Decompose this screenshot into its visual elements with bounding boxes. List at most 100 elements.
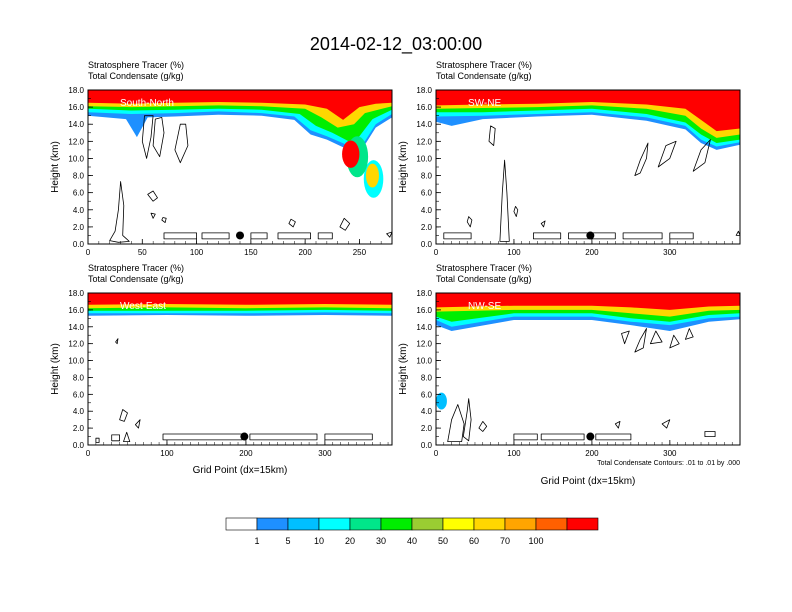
tracer-intrusion xyxy=(365,163,379,188)
condensate-contour xyxy=(147,190,158,202)
x-tick-label: 300 xyxy=(663,248,677,257)
condensate-contour xyxy=(540,220,546,228)
y-tick-label: 8.0 xyxy=(73,373,85,382)
condensate-contour xyxy=(513,433,538,441)
y-tick-label: 2.0 xyxy=(421,223,433,232)
x-tick-label: 300 xyxy=(663,449,677,458)
condensate-contour xyxy=(499,159,510,242)
condensate-contour xyxy=(650,330,663,345)
condensate-contour xyxy=(152,117,165,158)
colorbar-label: 20 xyxy=(345,536,355,546)
left-title-tracer: Stratosphere Tracer (%) xyxy=(88,263,184,273)
condensate-contour xyxy=(447,404,465,442)
x-tick-label: 200 xyxy=(298,248,312,257)
contour-note: Total Condensate Contours: .01 to .01 by… xyxy=(597,460,740,467)
condensate-contour xyxy=(161,217,167,223)
y-tick-label: 2.0 xyxy=(421,424,433,433)
left-title-tracer: Stratosphere Tracer (%) xyxy=(88,60,184,70)
condensate-contour xyxy=(141,115,154,159)
x-tick-label: 200 xyxy=(585,248,599,257)
colorbar-label: 70 xyxy=(500,536,510,546)
y-tick-label: 0.0 xyxy=(421,240,433,249)
figure-title: 2014-02-12_03:00:00 xyxy=(310,34,482,55)
colorbar-swatch xyxy=(411,517,444,531)
colorbar-swatch xyxy=(473,517,506,531)
colorbar-swatch xyxy=(442,517,475,531)
y-tick-label: 16.0 xyxy=(68,306,84,315)
condensate-contour xyxy=(163,232,197,240)
y-tick-label: 10.0 xyxy=(416,357,432,366)
plot-area xyxy=(88,293,392,445)
colorbar-swatch xyxy=(504,517,537,531)
y-tick-label: 0.0 xyxy=(421,441,433,450)
y-tick-label: 12.0 xyxy=(416,137,432,146)
x-tick-label: 100 xyxy=(160,449,174,458)
condensate-contour xyxy=(288,218,296,228)
y-tick-label: 8.0 xyxy=(421,172,433,181)
condensate-contour xyxy=(614,421,621,429)
condensate-contour xyxy=(513,206,519,217)
y-tick-label: 2.0 xyxy=(73,223,85,232)
condensate-contour xyxy=(692,139,711,172)
y-tick-label: 4.0 xyxy=(73,206,85,215)
x-tick-label: 100 xyxy=(190,248,204,257)
colorbar-label: 10 xyxy=(314,536,324,546)
condensate-contour xyxy=(661,419,671,429)
condensate-contour xyxy=(488,125,496,146)
x-tick-label: 200 xyxy=(239,449,253,458)
condensate-contour xyxy=(277,232,311,240)
condensate-contour xyxy=(95,437,100,443)
colorbar-swatch xyxy=(535,517,568,531)
location-marker xyxy=(236,231,244,240)
left-title-tracer: Stratosphere Tracer (%) xyxy=(436,263,532,273)
location-marker xyxy=(586,231,595,240)
colorbar-swatch xyxy=(287,517,320,531)
y-tick-label: 14.0 xyxy=(68,323,84,332)
y-tick-label: 4.0 xyxy=(421,206,433,215)
condensate-contour xyxy=(386,231,392,238)
y-tick-label: 10.0 xyxy=(68,154,84,163)
condensate-contour xyxy=(339,217,351,231)
condensate-contour xyxy=(201,232,230,240)
plot-area xyxy=(436,293,740,445)
x-tick-label: 0 xyxy=(434,248,439,257)
y-tick-label: 0.0 xyxy=(73,441,85,450)
section-label: SW-NE xyxy=(468,98,501,109)
section-label: West-East xyxy=(120,301,166,312)
condensate-contour xyxy=(685,328,694,340)
y-tick-label: 6.0 xyxy=(421,189,433,198)
y-tick-label: 8.0 xyxy=(73,172,85,181)
y-axis-label: Height (km) xyxy=(398,343,409,395)
y-tick-label: 6.0 xyxy=(73,390,85,399)
y-tick-label: 12.0 xyxy=(416,340,432,349)
y-tick-label: 10.0 xyxy=(68,357,84,366)
x-axis-label: Grid Point (dx=15km) xyxy=(193,465,288,476)
y-tick-label: 0.0 xyxy=(73,240,85,249)
condensate-contour xyxy=(735,230,740,236)
panel-south-north: 0.0 2.0 4.0 6.0 8.0 10.0 12.0 14.0 16.0 18.0 0 50 10… xyxy=(50,60,393,257)
y-tick-label: 18.0 xyxy=(68,289,84,298)
condensate-contour xyxy=(704,431,716,437)
condensate-contour xyxy=(462,398,472,442)
x-tick-label: 100 xyxy=(507,449,521,458)
panels: 0.0 2.0 4.0 6.0 8.0 10.0 12.0 14.0 16.0 18.0 0 50 10… xyxy=(50,60,741,487)
condensate-contour xyxy=(250,232,268,240)
left-title-condensate: Total Condensate (g/kg) xyxy=(436,274,532,284)
condensate-contour xyxy=(174,123,189,164)
y-tick-label: 6.0 xyxy=(73,189,85,198)
y-tick-label: 12.0 xyxy=(68,137,84,146)
y-tick-label: 4.0 xyxy=(421,407,433,416)
plot-area xyxy=(436,90,740,244)
colorbar-label: 40 xyxy=(407,536,417,546)
condensate-contour xyxy=(150,212,156,219)
y-tick-label: 16.0 xyxy=(68,103,84,112)
condensate-contour xyxy=(478,421,488,432)
x-axis-label: Grid Point (dx=15km) xyxy=(541,476,636,487)
tracer-intrusion xyxy=(436,392,447,410)
x-tick-label: 200 xyxy=(585,449,599,458)
condensate-contour xyxy=(540,433,585,441)
condensate-contour xyxy=(669,232,694,240)
x-tick-label: 100 xyxy=(507,248,521,257)
left-title-tracer: Stratosphere Tracer (%) xyxy=(436,60,532,70)
